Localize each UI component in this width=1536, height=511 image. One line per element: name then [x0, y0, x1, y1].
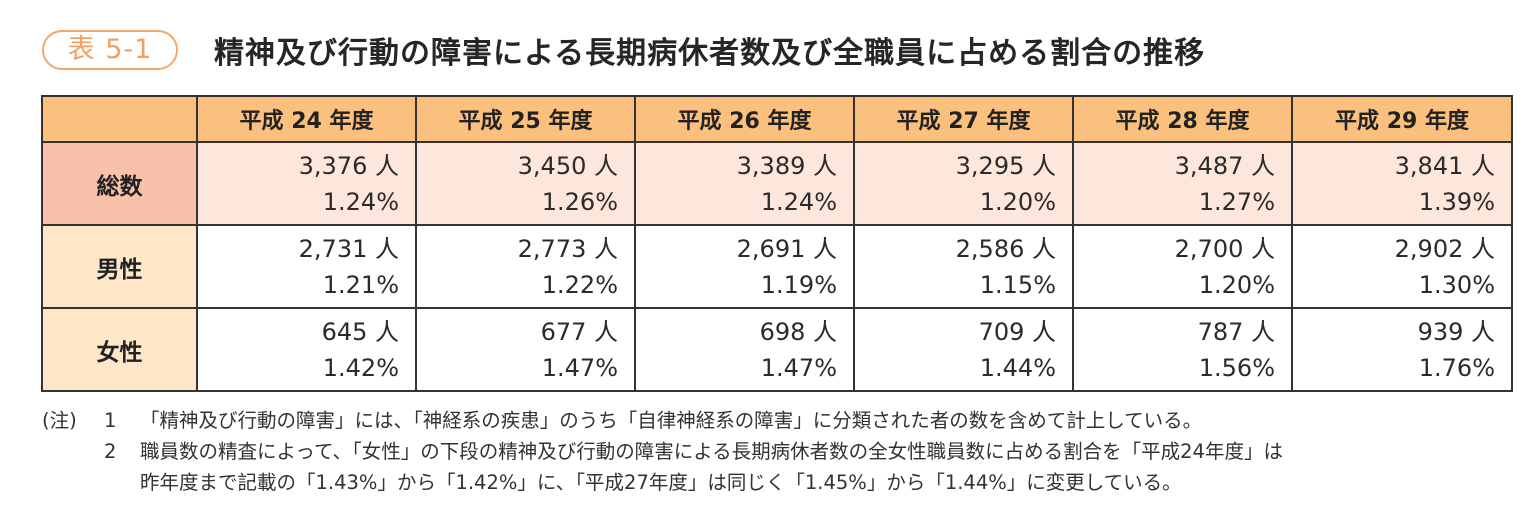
count-value: 939 人: [1417, 317, 1495, 346]
data-cell: 2,902 人 1.30%: [1291, 224, 1513, 309]
percent-value: 1.56%: [1198, 353, 1275, 382]
header-row: 平成 24 年度 平成 25 年度 平成 26 年度 平成 27 年度 平成 2…: [41, 95, 1513, 143]
column-header: 平成 27 年度: [853, 95, 1074, 143]
count-value: 2,586 人: [955, 234, 1056, 263]
column-header: 平成 28 年度: [1072, 95, 1293, 143]
footnote-text: 「精神及び行動の障害」には、「神経系の疾患」のうち「自律神経系の障害」に分類され…: [140, 409, 1203, 432]
count-value: 3,376 人: [298, 151, 399, 180]
percent-value: 1.27%: [1198, 187, 1275, 216]
column-header: 平成 25 年度: [415, 95, 636, 143]
percent-value: 1.30%: [1418, 270, 1495, 299]
table-row-female: 女性 645 人 1.42% 677 人 1.47% 698 人 1.47% 709 …: [41, 307, 1513, 392]
table-row-male: 男性 2,731 人 1.21% 2,773 人 1.22% 2,691 人 1.19…: [41, 224, 1513, 309]
count-value: 3,450 人: [517, 151, 618, 180]
count-value: 677 人: [540, 317, 618, 346]
table-caption: 表 5-1 精神及び行動の障害による長期病休者数及び全職員に占める割合の推移: [42, 27, 1205, 73]
data-cell: 3,389 人 1.24%: [634, 141, 855, 226]
footnote-1: (注) 1 「精神及び行動の障害」には、「神経系の疾患」のうち「自律神経系の障害…: [42, 405, 1283, 436]
percent-value: 1.19%: [760, 270, 837, 299]
row-label: 女性: [41, 307, 198, 392]
row-label: 男性: [41, 224, 198, 309]
count-value: 3,487 人: [1174, 151, 1275, 180]
footnote-number: 1: [104, 409, 117, 432]
percent-value: 1.42%: [322, 353, 399, 382]
data-cell: 2,773 人 1.22%: [415, 224, 636, 309]
data-cell: 709 人 1.44%: [853, 307, 1074, 392]
percent-value: 1.15%: [979, 270, 1056, 299]
count-value: 698 人: [759, 317, 837, 346]
footnote-2: 2 職員数の精査によって、「女性」の下段の精神及び行動の障害による長期病休者数の…: [42, 436, 1283, 467]
count-value: 787 人: [1197, 317, 1275, 346]
percent-value: 1.24%: [322, 187, 399, 216]
percent-value: 1.47%: [541, 353, 618, 382]
data-cell: 677 人 1.47%: [415, 307, 636, 392]
count-value: 2,902 人: [1394, 234, 1495, 263]
percent-value: 1.39%: [1418, 187, 1495, 216]
count-value: 3,841 人: [1394, 151, 1495, 180]
column-header: 平成 29 年度: [1291, 95, 1513, 143]
corner-cell: [41, 95, 198, 143]
percent-value: 1.20%: [1198, 270, 1275, 299]
row-label: 総数: [41, 141, 198, 226]
data-cell: 3,295 人 1.20%: [853, 141, 1074, 226]
percent-value: 1.26%: [541, 187, 618, 216]
table-title: 精神及び行動の障害による長期病休者数及び全職員に占める割合の推移: [214, 36, 1206, 71]
data-cell: 2,691 人 1.19%: [634, 224, 855, 309]
count-value: 3,295 人: [955, 151, 1056, 180]
data-cell: 3,841 人 1.39%: [1291, 141, 1513, 226]
count-value: 2,731 人: [298, 234, 399, 263]
table-number-badge: 表 5-1: [42, 30, 178, 70]
data-cell: 3,376 人 1.24%: [196, 141, 417, 226]
column-header: 平成 24 年度: [196, 95, 417, 143]
count-value: 2,773 人: [517, 234, 618, 263]
footnote-number: 2: [104, 440, 117, 463]
count-value: 2,691 人: [736, 234, 837, 263]
data-table: 平成 24 年度 平成 25 年度 平成 26 年度 平成 27 年度 平成 2…: [41, 95, 1513, 392]
footnote-text: 職員数の精査によって、「女性」の下段の精神及び行動の障害による長期病休者数の全女…: [140, 440, 1283, 463]
footnotes: (注) 1 「精神及び行動の障害」には、「神経系の疾患」のうち「自律神経系の障害…: [42, 405, 1283, 498]
percent-value: 1.21%: [322, 270, 399, 299]
data-cell: 645 人 1.42%: [196, 307, 417, 392]
percent-value: 1.20%: [979, 187, 1056, 216]
count-value: 645 人: [321, 317, 399, 346]
data-cell: 2,731 人 1.21%: [196, 224, 417, 309]
count-value: 709 人: [978, 317, 1056, 346]
data-cell: 698 人 1.47%: [634, 307, 855, 392]
count-value: 2,700 人: [1174, 234, 1275, 263]
footnote-prefix: (注): [42, 409, 77, 432]
percent-value: 1.22%: [541, 270, 618, 299]
column-header: 平成 26 年度: [634, 95, 855, 143]
table-row-total: 総数 3,376 人 1.24% 3,450 人 1.26% 3,389 人 1.24…: [41, 141, 1513, 226]
percent-value: 1.24%: [760, 187, 837, 216]
data-cell: 2,700 人 1.20%: [1072, 224, 1293, 309]
percent-value: 1.76%: [1418, 353, 1495, 382]
percent-value: 1.47%: [760, 353, 837, 382]
data-cell: 3,487 人 1.27%: [1072, 141, 1293, 226]
data-cell: 3,450 人 1.26%: [415, 141, 636, 226]
count-value: 3,389 人: [736, 151, 837, 180]
data-cell: 939 人 1.76%: [1291, 307, 1513, 392]
data-cell: 2,586 人 1.15%: [853, 224, 1074, 309]
data-cell: 787 人 1.56%: [1072, 307, 1293, 392]
footnote-text-continued: 昨年度まで記載の「1.43%」から「1.42%」に、「平成27年度」は同じく「1…: [140, 471, 1182, 494]
percent-value: 1.44%: [979, 353, 1056, 382]
